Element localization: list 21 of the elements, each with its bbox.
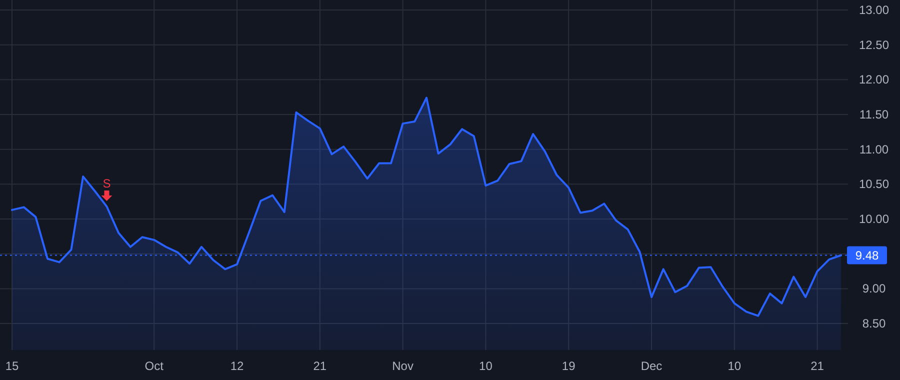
x-tick-label: 19 (562, 359, 576, 373)
x-tick-label: 21 (810, 359, 824, 373)
y-tick-label: 8.50 (862, 316, 886, 331)
x-tick-label: 12 (230, 359, 244, 373)
y-tick-label: 10.00 (858, 212, 890, 226)
x-tick-label: Oct (144, 359, 164, 373)
y-tick-label: 13.00 (858, 3, 890, 17)
x-tick-label: Dec (640, 359, 662, 373)
x-tick-label: 21 (313, 359, 327, 373)
y-tick-label: 9.00 (862, 282, 886, 296)
y-tick-label: 10.50 (858, 177, 890, 192)
x-tick-label: 10 (728, 359, 742, 373)
y-tick-label: 12.50 (858, 38, 890, 52)
x-tick-label: 10 (479, 359, 493, 373)
y-tick-label: 11.50 (859, 108, 889, 122)
y-tick-label: 11.00 (859, 142, 889, 156)
x-tick-label: 15 (5, 359, 19, 373)
x-tick-label: Nov (392, 359, 414, 373)
y-tick-label: 12.00 (858, 72, 890, 87)
ref-line-label: 9.48 (855, 248, 879, 263)
annotation: S (102, 176, 111, 190)
